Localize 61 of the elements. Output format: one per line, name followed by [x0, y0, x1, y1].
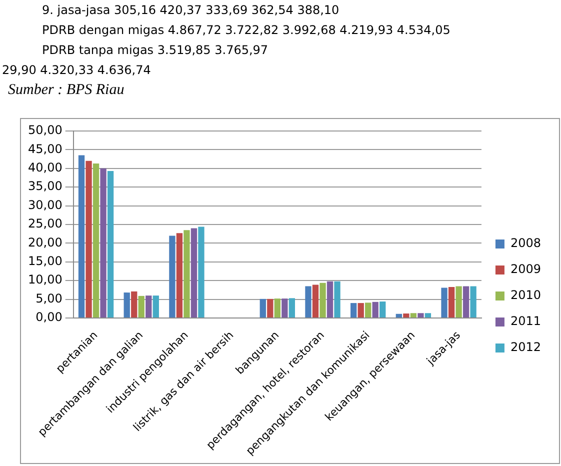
bar	[441, 288, 448, 318]
bar	[274, 298, 280, 318]
legend-label: 2011	[510, 314, 542, 328]
bar	[462, 286, 470, 318]
bar	[470, 286, 476, 318]
bar	[169, 236, 176, 318]
legend-label: 2012	[510, 340, 542, 354]
bar	[184, 230, 190, 318]
y-tick-label: 35,00	[28, 179, 62, 194]
bar	[86, 160, 92, 318]
bar	[456, 286, 462, 318]
text: Sumber : BPS Riau	[8, 81, 126, 100]
legend-label: 2008	[510, 236, 542, 250]
y-tick-label: 20,00	[28, 235, 62, 250]
bar	[424, 313, 432, 318]
bar	[334, 281, 340, 318]
bar	[146, 296, 152, 318]
bar	[138, 296, 144, 318]
y-tick-label: 50,00	[28, 123, 62, 138]
y-tick-label: 45,00	[28, 142, 62, 156]
bar	[176, 233, 183, 318]
bar	[410, 313, 417, 318]
text: PDRB tanpa migas 3.519,85 3.765,97	[42, 42, 270, 59]
bar	[100, 168, 106, 318]
legend-label: 2010	[510, 288, 542, 302]
bar	[372, 302, 378, 318]
y-tick-label: 10,00	[28, 272, 62, 287]
bar	[107, 171, 114, 318]
bar	[380, 302, 386, 318]
bar	[78, 155, 85, 318]
text: 9. jasa-jasa 305,16 420,37 333,69 362,54 388,10	[42, 2, 340, 19]
text: 29,90 4.320,33 4.636,74	[2, 62, 152, 79]
bar	[403, 314, 410, 318]
legend-label: 2009	[510, 262, 542, 276]
bar	[365, 302, 372, 318]
bar	[305, 286, 312, 318]
bar	[448, 286, 455, 318]
bar	[326, 281, 334, 318]
y-tick-label: 5,00	[36, 291, 62, 306]
bar	[152, 296, 159, 318]
y-tick-label: 25,00	[28, 216, 62, 231]
bar	[350, 303, 357, 318]
bar	[198, 226, 204, 318]
y-tick-label: 40,00	[28, 160, 62, 175]
text: PDRB dengan migas 4.867,72 3.722,82 3.992,68 4.219,93 4.534,05	[42, 22, 452, 39]
bar	[124, 292, 130, 318]
bar	[312, 284, 319, 318]
bar	[260, 298, 266, 318]
y-tick-label: 30,00	[28, 198, 62, 212]
bar	[396, 314, 402, 318]
bar	[267, 298, 274, 318]
bar	[131, 291, 138, 318]
bar	[190, 228, 198, 318]
bar	[288, 298, 295, 318]
bar	[418, 313, 424, 318]
bar	[358, 303, 364, 318]
bar	[92, 164, 100, 318]
y-tick-label: 0,00	[36, 310, 62, 324]
bar	[320, 282, 326, 318]
y-tick-label: 15,00	[28, 254, 62, 268]
bar	[282, 298, 288, 318]
